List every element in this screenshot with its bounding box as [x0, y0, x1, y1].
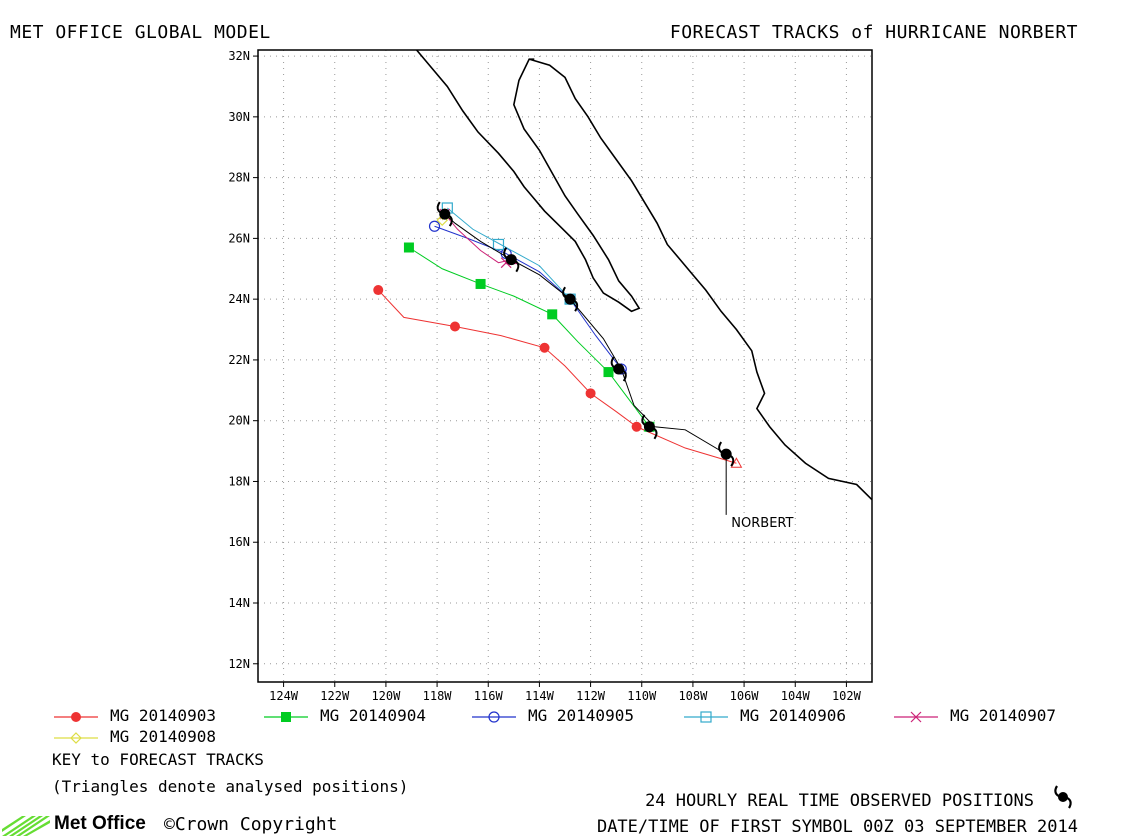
lat-tick-label: 24N: [228, 292, 250, 306]
forecast-point: [373, 285, 384, 296]
legend-swatch: [54, 711, 98, 722]
forecast-track-series: [403, 242, 656, 432]
lon-tick-label: 104W: [781, 689, 811, 700]
storm-name-label: NORBERT: [731, 516, 793, 531]
lon-tick-label: 112W: [576, 689, 606, 700]
forecast-track-series: [373, 285, 743, 468]
lon-tick-label: 114W: [525, 689, 555, 700]
lat-tick-label: 22N: [228, 353, 250, 367]
hurricane-symbol: [503, 247, 520, 273]
legend-entry: MG 20140905: [470, 706, 634, 725]
legend-label: MG 20140905: [528, 706, 634, 725]
forecast-track-line: [377, 289, 737, 464]
legend-entry: MG 20140908: [52, 727, 216, 746]
hurricane-symbol: [641, 414, 658, 440]
legend-entry: MG 20140907: [892, 706, 1056, 725]
legend-marker: [700, 710, 712, 723]
forecast-track-series: [441, 202, 576, 305]
forecast-point: [449, 321, 460, 332]
legend-marker: [488, 710, 500, 723]
legend-swatch: [54, 731, 98, 744]
legend-label: MG 20140903: [110, 706, 216, 725]
legend-triangles-note: (Triangles denote analysed positions): [52, 777, 409, 796]
legend-swatch: [684, 710, 728, 723]
forecast-map: NORBERT 124W 122W 120W 118W 116W 114W 112W 110W…: [228, 49, 873, 700]
lat-tick-label: 14N: [228, 596, 250, 610]
legend-label: MG 20140907: [950, 706, 1056, 725]
coastline-segment: [528, 58, 873, 501]
lon-tick-label: 110W: [627, 689, 657, 700]
lat-tick-label: 26N: [228, 231, 250, 245]
lat-tick-label: 12N: [228, 657, 250, 671]
lon-tick-label: 124W: [269, 689, 299, 700]
legend-marker: [70, 731, 82, 744]
lat-tick-label: 18N: [228, 474, 250, 488]
map-frame: [257, 49, 873, 683]
forecast-track-series: [428, 220, 628, 375]
lat-tick-label: 28N: [228, 171, 250, 185]
lon-tick-label: 122W: [320, 689, 350, 700]
hurricane-symbol: [718, 441, 735, 467]
lon-tick-label: 116W: [474, 689, 504, 700]
legend-entry: MG 20140904: [262, 706, 426, 725]
forecast-point: [539, 342, 550, 353]
forecast-point: [475, 278, 486, 289]
legend-entry: MG 20140903: [52, 706, 216, 725]
hurricane-symbol: [562, 286, 579, 312]
legend-marker: [910, 711, 922, 722]
axis-labels: 124W 122W 120W 118W 116W 114W 112W 110W 108W 106W…: [228, 49, 861, 700]
forecast-point: [631, 421, 642, 432]
lon-tick-label: 120W: [371, 689, 401, 700]
legend-marker: [281, 711, 291, 722]
coastline-segment: [416, 49, 641, 313]
lat-tick-label: 30N: [228, 110, 250, 124]
lat-tick-label: 32N: [228, 49, 250, 63]
forecast-point: [547, 309, 558, 320]
map-grid: [258, 50, 872, 682]
met-office-brand: Met Office: [54, 813, 146, 834]
lon-tick-label: 102W: [832, 689, 862, 700]
forecast-point: [403, 242, 414, 253]
forecast-track-line: [434, 225, 622, 370]
coastline: [416, 49, 873, 501]
header-left-title: MET OFFICE GLOBAL MODEL: [10, 22, 271, 43]
forecast-point: [492, 238, 505, 251]
lon-tick-label: 118W: [423, 689, 453, 700]
legend-label: MG 20140906: [740, 706, 846, 725]
met-office-logo-icon: [2, 816, 50, 836]
legend-swatch: [264, 711, 308, 722]
lat-tick-label: 16N: [228, 535, 250, 549]
lon-tick-label: 106W: [730, 689, 760, 700]
first-symbol-datetime: DATE/TIME OF FIRST SYMBOL 00Z 03 SEPTEMB…: [596, 817, 1078, 837]
observed-track: NORBERT: [436, 201, 794, 531]
legend-label: MG 20140904: [320, 706, 426, 725]
forecast-track-line: [444, 213, 512, 264]
observed-positions-note: 24 HOURLY REAL TIME OBSERVED POSITIONS: [645, 791, 1034, 811]
header-right-title: FORECAST TRACKS of HURRICANE NORBERT: [669, 22, 1078, 43]
forecast-point: [428, 220, 441, 232]
legend-key-title: KEY to FORECAST TRACKS: [52, 750, 264, 769]
forecast-point: [603, 367, 614, 378]
legend-swatch: [894, 711, 938, 722]
legend-entry: MG 20140906: [682, 706, 846, 725]
hurricane-symbol: [610, 356, 627, 382]
forecast-tracks: [373, 202, 743, 468]
lat-tick-label: 20N: [228, 414, 250, 428]
crown-copyright: ©Crown Copyright: [164, 814, 338, 835]
forecast-point: [585, 388, 596, 399]
hurricane-symbol-icon: [1054, 785, 1072, 809]
legend-swatch: [472, 710, 516, 723]
hurricane-symbol: [436, 201, 453, 227]
forecast-track-line: [408, 247, 650, 428]
lon-tick-label: 108W: [678, 689, 708, 700]
legend-marker: [71, 711, 81, 722]
legend-label: MG 20140908: [110, 727, 216, 746]
forecast-track-line: [446, 207, 571, 300]
